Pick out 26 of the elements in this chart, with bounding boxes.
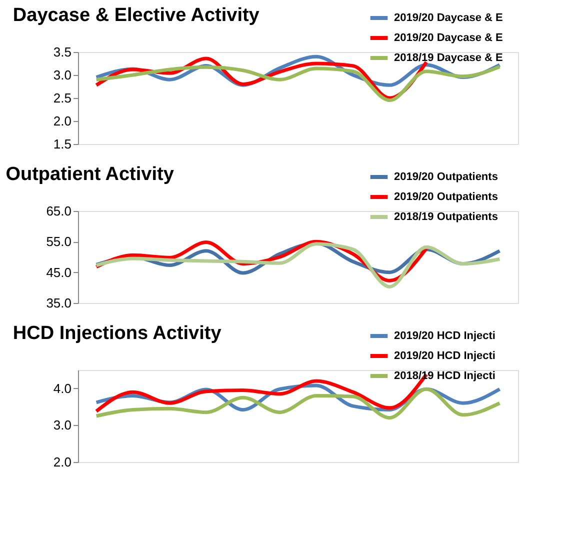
legend-label: 2018/19 Outpatients [394, 211, 498, 223]
chart-title: HCD Injections Activity [12, 323, 222, 344]
y-tick-label: 4.0 [53, 380, 72, 396]
line-series [94, 64, 502, 102]
y-tick-label: 55.0 [46, 234, 72, 250]
y-tick-label: 1.5 [53, 136, 72, 152]
legend-label: 2019/20 Outpatients [394, 171, 498, 183]
chart-title: Outpatient Activity [6, 164, 174, 185]
line-series [94, 387, 502, 420]
legend-label: 2019/20 Daycase & E [394, 12, 503, 24]
y-tick-label: 35.0 [46, 296, 72, 310]
y-tick-label: 2.5 [53, 90, 72, 106]
legend-label: 2019/20 HCD Injecti [394, 330, 496, 342]
chart-title: Daycase & Elective Activity [12, 5, 260, 26]
y-tick-label: 45.0 [46, 264, 72, 280]
legend-label: 2019/20 Outpatients [394, 191, 498, 203]
y-tick-label: 3.0 [53, 418, 72, 433]
y-tick-label: 3.0 [53, 68, 72, 82]
y-tick-label: 2.0 [53, 454, 72, 470]
y-tick-label: 2.0 [53, 114, 72, 128]
y-tick-label: 3.5 [53, 44, 72, 60]
legend-label: 2019/20 HCD Injecti [394, 350, 496, 362]
y-tick-label: 65.0 [46, 204, 72, 218]
line-series [94, 242, 502, 288]
legend-label: 2019/20 Daycase & E [394, 32, 503, 44]
legend-label: 2018/19 Daycase & E [394, 52, 503, 64]
